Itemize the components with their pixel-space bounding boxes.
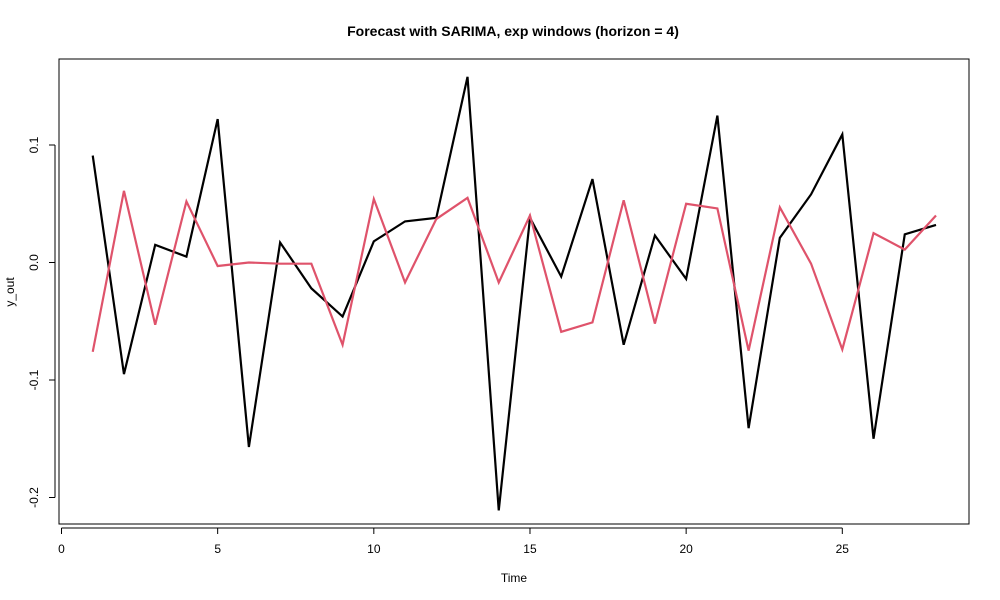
series-line-2 bbox=[91, 190, 937, 354]
x-axis: 0 5 10 15 20 25 bbox=[58, 527, 850, 556]
y-tick-label: 0.0 bbox=[27, 254, 41, 271]
chart-title: Forecast with SARIMA, exp windows (horiz… bbox=[347, 23, 679, 39]
plot-area bbox=[58, 58, 970, 525]
y-tick-label: -0.1 bbox=[27, 369, 41, 390]
y-axis: -0.2 -0.1 0.0 0.1 bbox=[27, 136, 56, 508]
x-axis-label: Time bbox=[501, 571, 528, 585]
series-line-1 bbox=[91, 76, 937, 511]
x-tick-label: 20 bbox=[679, 542, 693, 556]
x-tick-label: 5 bbox=[214, 542, 221, 556]
y-tick-label: 0.1 bbox=[27, 136, 41, 153]
x-tick-label: 0 bbox=[58, 542, 65, 556]
y-axis-label: y_out bbox=[3, 277, 17, 307]
x-tick-label: 15 bbox=[523, 542, 537, 556]
series-layer bbox=[91, 76, 937, 511]
y-tick-label: -0.2 bbox=[27, 487, 41, 508]
x-tick-label: 10 bbox=[367, 542, 381, 556]
x-tick-label: 25 bbox=[836, 542, 850, 556]
